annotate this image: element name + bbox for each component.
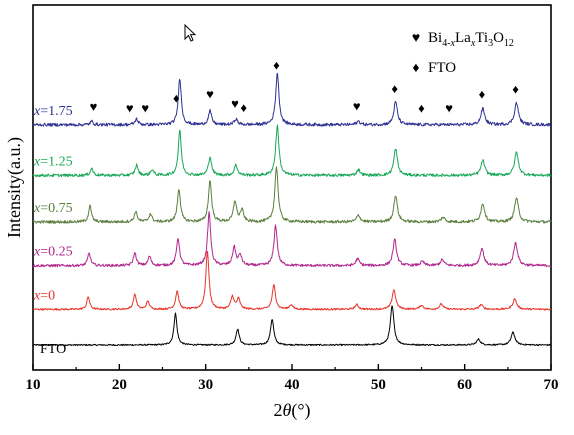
fto-peak-marker: ♦ <box>173 91 180 106</box>
series-line-0 <box>32 305 552 347</box>
fto-peak-marker: ♦ <box>240 100 247 115</box>
fto-peak-marker: ♦ <box>512 82 519 97</box>
series-label-2: x=0.25 <box>33 245 73 260</box>
series-label-3: x=0.75 <box>33 201 73 216</box>
series-layer <box>32 72 552 347</box>
x-tick-label: 50 <box>371 377 386 393</box>
blt-peak-marker: ♥ <box>353 99 361 114</box>
blt-peak-marker: ♥ <box>231 96 239 111</box>
blt-peak-marker: ♥ <box>90 99 98 114</box>
peak-markers: ♥ ♥ ♥♦ ♥♥ ♦♦♥♦♦ ♥♦ ♦ <box>90 57 520 115</box>
series-label-4: x=1.25 <box>33 154 73 169</box>
x-tick-label: 60 <box>457 377 472 393</box>
plot-frame <box>32 4 552 371</box>
y-axis-title: Intensity(a.u.) <box>4 137 25 238</box>
legend: ♥ Bi4-xLaxTi3O12 ♦ FTO <box>412 30 514 76</box>
fto-peak-marker: ♦ <box>418 101 425 116</box>
blt-peak-marker: ♥ <box>445 101 453 116</box>
series-label-5: x=1.75 <box>33 104 73 119</box>
blt-peak-marker: ♥ <box>141 100 149 115</box>
plot-border <box>32 4 552 371</box>
legend-heart-icon: ♥ <box>412 31 420 46</box>
legend-label: FTO <box>428 60 456 76</box>
x-tick-label: 30 <box>198 377 213 393</box>
mouse-pointer-icon <box>184 24 197 42</box>
series-label-0: FTO <box>40 342 66 357</box>
legend-diamond-icon: ♦ <box>412 61 419 76</box>
series-line-1 <box>32 251 552 311</box>
x-tick-label: 70 <box>544 377 559 393</box>
series-line-4 <box>32 124 552 178</box>
x-axis-title: 2θ(°) <box>273 400 310 421</box>
series-line-2 <box>32 211 552 268</box>
fto-peak-marker: ♦ <box>273 57 280 72</box>
x-axis-ticks: 10 20 30 40 50 60 70 <box>26 364 559 393</box>
series-label-1: x=0 <box>33 288 55 303</box>
series-line-3 <box>32 166 552 224</box>
series-line-5 <box>32 72 552 127</box>
blt-peak-marker: ♥ <box>126 100 134 115</box>
fto-peak-marker: ♦ <box>391 81 398 96</box>
x-tick-label: 40 <box>285 377 300 393</box>
fto-peak-marker: ♦ <box>479 87 486 102</box>
blt-peak-marker: ♥ <box>206 87 214 102</box>
x-tick-label: 10 <box>26 377 41 393</box>
x-tick-label: 20 <box>112 377 127 393</box>
series-labels: FTO x=0 x=0.25 x=0.75 x=1.25 x=1.75 <box>33 104 73 357</box>
legend-label: Bi4-xLaxTi3O12 <box>428 30 514 49</box>
